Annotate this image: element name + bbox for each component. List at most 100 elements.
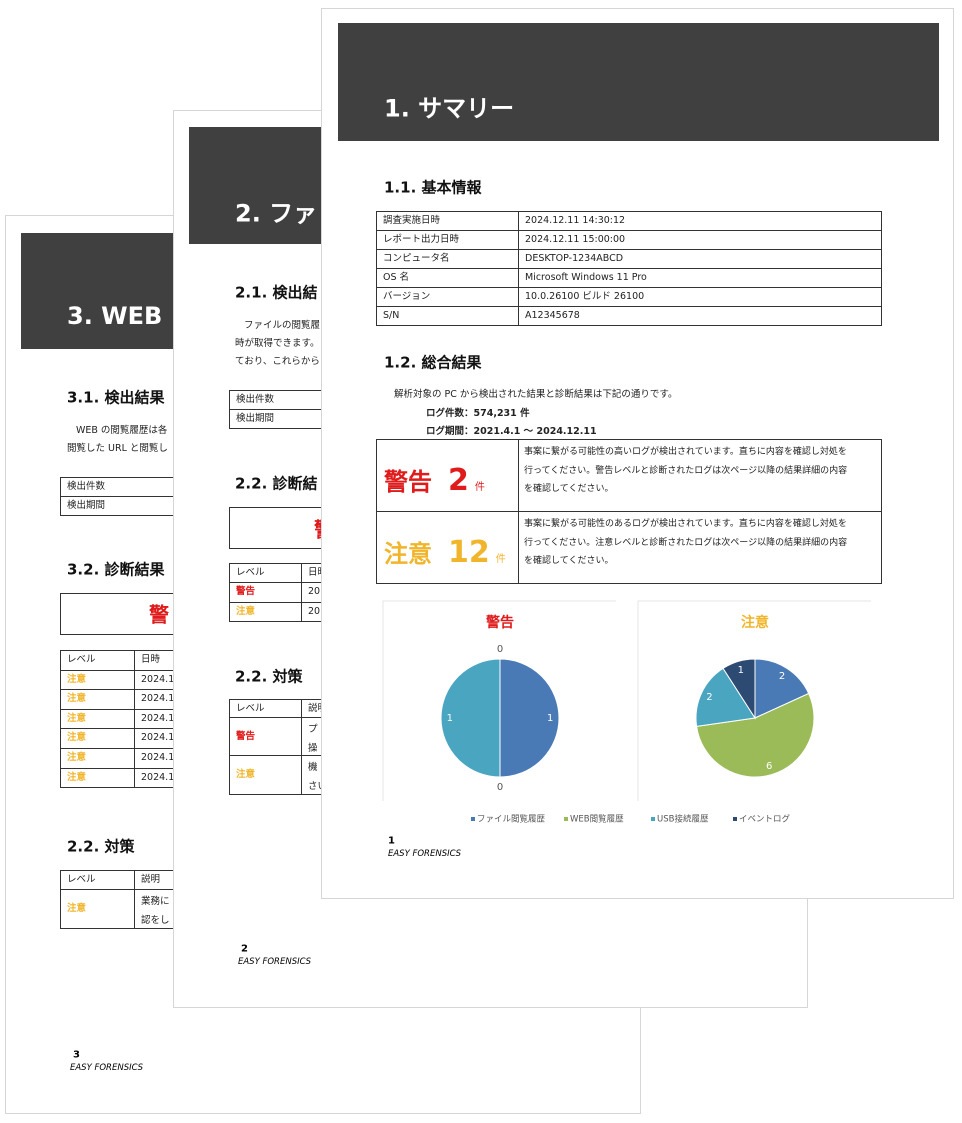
data-label: 0 — [497, 782, 503, 793]
table-cell: 警告 — [229, 717, 302, 756]
cell-text: 20 — [308, 586, 321, 598]
table-cell: 注意 — [229, 755, 302, 795]
result-text-cell: 事案に繋がる可能性のあるログが検出されています。直ちに内容を確認し対処を 行ってく… — [518, 511, 882, 584]
result-level: 警告 — [384, 468, 432, 496]
page-title: 3. WEB — [67, 302, 163, 330]
cell-text: 日時 — [141, 654, 161, 665]
result-text-line: を確認してください。 — [524, 484, 614, 495]
result-text-line: 事案に繋がる可能性の高いログが検出されています。直ちに内容を確認し対処を — [524, 447, 847, 457]
section-heading: 1.1. 基本情報 — [384, 178, 482, 197]
cell-text: 検出期間 — [236, 413, 275, 424]
cell-text: 検出件数 — [67, 481, 106, 492]
log-period: ログ期間：2021.4.1 ～ 2024.12.11 — [426, 426, 597, 437]
cell-text: レポート出力日時 — [383, 234, 460, 245]
cell-line: さい — [308, 781, 328, 792]
cell-text: レベル — [236, 567, 265, 578]
pie-slice — [696, 692, 815, 778]
table-cell: 注意 — [60, 748, 135, 769]
cell-text: Microsoft Windows 11 Pro — [525, 272, 647, 283]
cell-text: 注意 — [67, 752, 87, 763]
header-band — [338, 23, 939, 141]
page: 1. サマリー 1.1. 基本情報 調査実施日時 2024.12.11 14:30:1… — [321, 8, 954, 899]
footer-text: EASY FORENSICS — [238, 957, 312, 967]
paragraph-line: ており、これらから — [235, 356, 320, 367]
table-cell: 注意 — [60, 689, 135, 710]
cell-text: 注意 — [67, 771, 87, 783]
cell-text: 2024.12.11 14:30:12 — [525, 215, 626, 226]
section-heading: 2.2. 診断結 — [235, 474, 318, 493]
result-count: 12 — [448, 535, 490, 570]
table-cell: レベル — [229, 699, 302, 718]
cell-text: レベル — [236, 703, 265, 714]
cell-text: OS 名 — [383, 272, 410, 283]
section-heading: 2.1. 検出結 — [235, 283, 318, 302]
cell-line: 操 — [308, 743, 318, 754]
result-unit: 件 — [495, 554, 506, 565]
page-number: 1 — [388, 835, 395, 847]
data-label: 1 — [447, 713, 453, 724]
paragraph-line: 時が取得できます。 — [235, 338, 320, 349]
cell-text: 注意 — [67, 693, 87, 705]
table-cell: レベル — [60, 870, 135, 890]
intro-text: 解析対象の PC から検出された結果と診断結果は下記の通りです。 — [394, 389, 678, 400]
log-count: ログ件数：574,231 件 — [426, 408, 530, 419]
table-cell: A12345678 — [518, 306, 882, 326]
footer-text: EASY FORENSICS — [70, 1063, 144, 1073]
pie-slice — [722, 658, 756, 720]
page-title: 1. サマリー — [384, 94, 515, 123]
data-label: 1 — [738, 665, 744, 676]
chart-frame — [637, 600, 871, 801]
page-title: 2. ファ — [235, 199, 318, 228]
result-box-text: 警 — [149, 602, 169, 627]
section-heading: 3.2. 診断結果 — [67, 560, 165, 579]
cell-line: 機 — [308, 762, 318, 773]
cell-text: 日時 — [308, 567, 328, 578]
cell-text: 注意 — [67, 903, 87, 914]
cell-text: 20 — [308, 605, 321, 617]
cell-text: 2024.1 — [141, 771, 175, 783]
cell-text: S/N — [383, 310, 400, 321]
cell-text: 注意 — [67, 732, 87, 744]
data-label: 1 — [547, 713, 553, 724]
cell-text: 注意 — [67, 673, 87, 685]
table-cell: 注意 — [60, 728, 135, 749]
cell-text: 10.0.26100 ビルド 26100 — [525, 291, 645, 302]
table-cell: 注意 — [60, 708, 135, 730]
section-heading: 3.1. 検出結果 — [67, 388, 165, 407]
table-cell: レベル — [60, 650, 135, 671]
footer-text: EASY FORENSICS — [388, 849, 462, 859]
cell-text: コンピュータ名 — [383, 253, 450, 264]
legend-marker — [651, 817, 655, 821]
charts: 警告 1 0 1 0 注意 2 6 2 1 ファイル閲覧履歴 WEB閲覧履歴 USB接続履歴 イベントログ — [382, 600, 871, 825]
cell-text: 説明 — [308, 703, 328, 714]
section-heading: 2.2. 対策 — [235, 667, 303, 686]
result-count: 2 — [448, 463, 469, 498]
page-number: 2 — [241, 943, 248, 955]
cell-line: プ — [308, 724, 318, 735]
table-cell: 注意 — [60, 889, 135, 929]
cell-text: 検出期間 — [67, 500, 106, 511]
pie-slice — [440, 658, 501, 778]
cell-text: 2024.1 — [141, 673, 175, 685]
pie-slice — [499, 658, 560, 778]
table-cell: 警告 — [229, 582, 302, 603]
result-level: 注意 — [384, 540, 432, 568]
cell-text: 検出件数 — [236, 394, 275, 405]
cell-text: レベル — [67, 654, 96, 665]
chart-title: 注意 — [741, 614, 769, 631]
legend-label: WEB閲覧履歴 — [570, 814, 624, 825]
data-label: 0 — [497, 644, 503, 655]
cell-text: 警告 — [236, 586, 256, 598]
cell-text: レベル — [67, 874, 96, 885]
data-label: 2 — [706, 692, 712, 703]
result-text-line: 行ってください。注意レベルと診断されたログは次ページ以降の結果詳細の内容 — [524, 537, 848, 548]
result-level-cell: 注意 12 件 — [376, 511, 519, 584]
legend-marker — [564, 817, 568, 821]
data-label: 6 — [766, 761, 772, 772]
table-cell: 注意 — [60, 669, 135, 691]
cell-text: 2024.12.11 15:00:00 — [525, 234, 626, 245]
result-text-line: 事案に繋がる可能性のあるログが検出されています。直ちに内容を確認し対処を — [524, 519, 847, 529]
cell-text: 2024.1 — [141, 693, 175, 705]
pie-slice — [695, 667, 756, 727]
section-heading: 2.2. 対策 — [67, 837, 135, 856]
